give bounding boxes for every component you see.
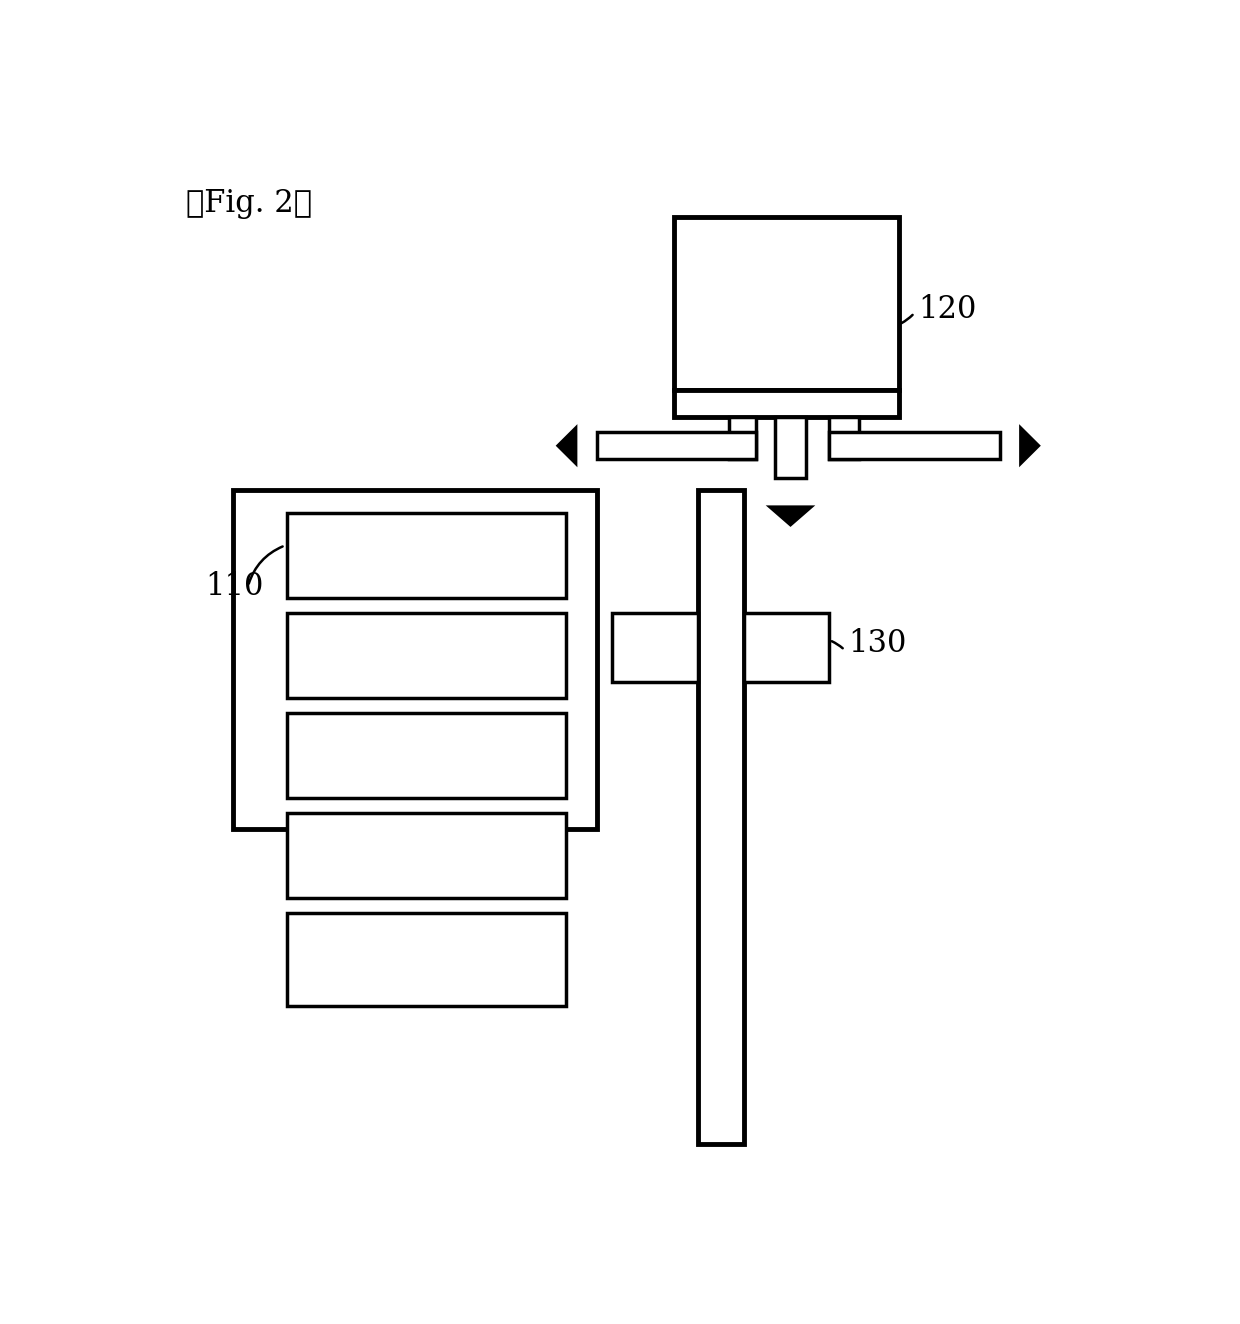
Bar: [830, 432, 999, 459]
Bar: [286, 514, 565, 597]
Bar: [286, 714, 565, 798]
Text: 120: 120: [919, 294, 977, 324]
Bar: [286, 914, 565, 1006]
Bar: [830, 417, 858, 459]
Bar: [613, 613, 697, 682]
Bar: [233, 490, 596, 829]
Bar: [729, 417, 755, 459]
Bar: [286, 813, 565, 898]
Polygon shape: [766, 506, 816, 527]
Bar: [775, 417, 806, 478]
Bar: [596, 432, 755, 459]
Polygon shape: [1019, 424, 1040, 467]
Polygon shape: [556, 424, 578, 467]
Text: 110: 110: [206, 571, 264, 601]
Bar: [675, 389, 899, 417]
Bar: [286, 613, 565, 698]
Text: 130: 130: [848, 629, 906, 659]
Bar: [697, 490, 744, 1144]
Bar: [744, 613, 830, 682]
Bar: [675, 217, 899, 389]
Text: 【Fig. 2】: 【Fig. 2】: [186, 188, 312, 220]
